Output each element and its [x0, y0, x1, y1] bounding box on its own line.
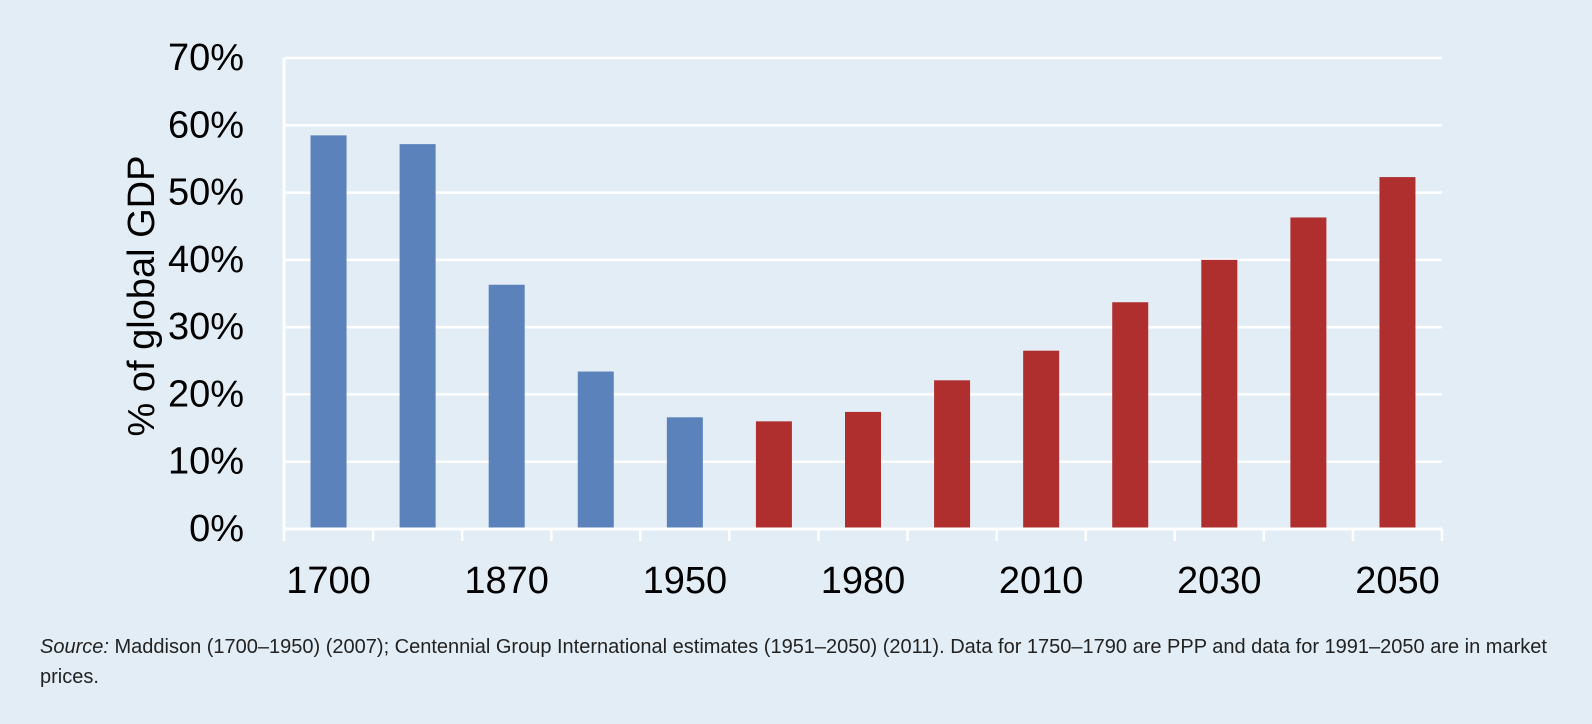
x-tick-labels: 1700 1870 1950 1980 2010 2030 2050	[286, 560, 1439, 602]
y-tick-label: 60%	[168, 104, 244, 146]
bar-historical	[488, 284, 525, 529]
bar-historical	[666, 417, 703, 529]
bar-historical	[399, 144, 436, 529]
bars	[310, 135, 1416, 530]
y-tick-label: 0%	[189, 508, 244, 550]
y-tick-labels: 0% 10% 20% 30% 40% 50% 60% 70%	[168, 37, 244, 550]
x-tick-label: 1700	[286, 560, 371, 602]
x-axis	[282, 58, 1444, 541]
y-tick-label: 20%	[168, 373, 244, 415]
bar-projected	[1023, 350, 1060, 529]
chart: 0% 10% 20% 30% 40% 50% 60% 70% 1700 1870 1950 1980…	[121, 37, 1444, 602]
bar-projected	[1379, 177, 1416, 530]
bar-projected	[1112, 302, 1149, 529]
x-tick-label: 2010	[999, 560, 1084, 602]
source-note: Source: Maddison (1700–1950) (2007); Cen…	[40, 632, 1550, 692]
source-label: Source:	[40, 636, 109, 658]
bar-projected	[755, 421, 792, 529]
gridlines	[284, 56, 1442, 463]
bar-historical	[577, 371, 614, 529]
y-tick-label: 10%	[168, 441, 244, 483]
bar-historical	[310, 135, 347, 529]
bar-projected	[1290, 217, 1327, 529]
y-tick-label: 30%	[168, 306, 244, 348]
source-text: Maddison (1700–1950) (2007); Centennial …	[40, 636, 1547, 688]
bar-projected	[1201, 259, 1238, 529]
x-tick-label: 2030	[1177, 560, 1262, 602]
x-tick-label: 1870	[464, 560, 549, 602]
x-tick-label: 1980	[821, 560, 906, 602]
x-tick-label: 2050	[1355, 560, 1440, 602]
y-tick-label: 40%	[168, 239, 244, 281]
bar-projected	[845, 411, 881, 529]
y-tick-label: 50%	[168, 172, 244, 214]
x-tick-label: 1950	[643, 560, 728, 602]
y-tick-label: 70%	[168, 37, 244, 79]
y-axis-title: % of global GDP	[121, 156, 163, 437]
bar-projected	[934, 380, 971, 529]
